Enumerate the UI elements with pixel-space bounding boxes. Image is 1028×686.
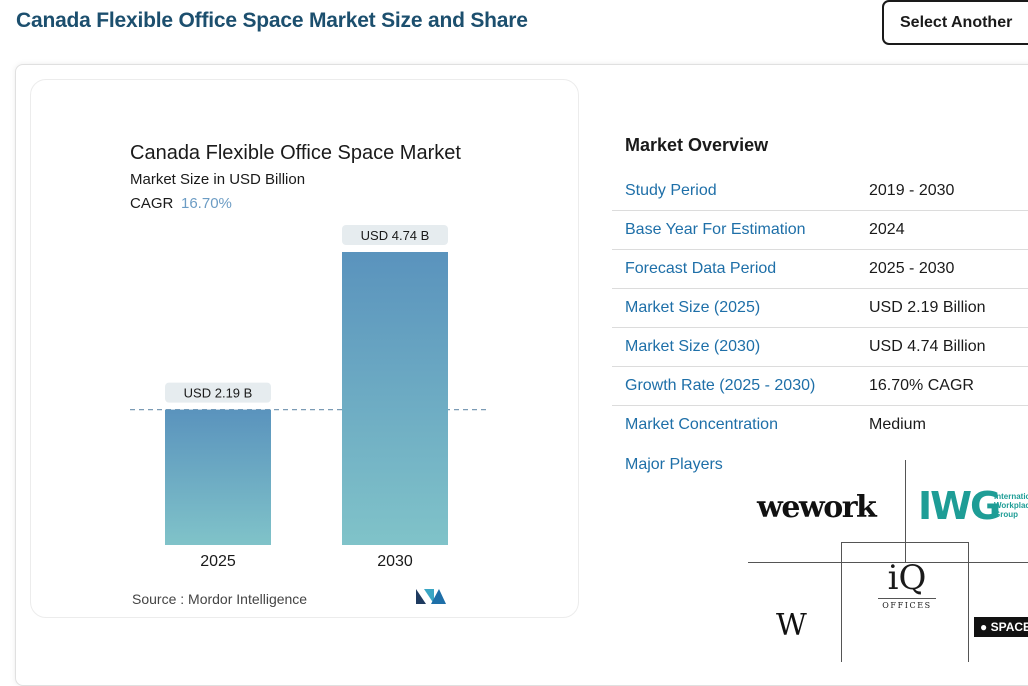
mordor-logo-shape xyxy=(416,589,426,604)
mordor-logo-icon xyxy=(416,589,446,604)
data-label: USD 2.19 B xyxy=(184,386,253,401)
major-players-label: Major Players xyxy=(625,456,723,473)
cagr-label: CAGR xyxy=(130,195,174,212)
chart-subtitle: Market Size in USD Billion xyxy=(130,171,305,188)
data-label-bg xyxy=(165,382,271,403)
cagr-value: 16.70% xyxy=(181,195,232,212)
chart-title: Canada Flexible Office Space Market xyxy=(130,142,461,164)
bar-2030 xyxy=(342,252,448,545)
overview-key[interactable]: Market Size (2030) xyxy=(625,338,761,355)
overview-row: Forecast Data Period 2025 - 2030 xyxy=(612,250,1028,289)
mordor-logo-shape xyxy=(431,589,446,604)
overview-key[interactable]: Forecast Data Period xyxy=(625,260,777,277)
market-overview-title: Market Overview xyxy=(625,135,769,155)
chart-card: Canada Flexible Office Space Market Marke… xyxy=(30,79,579,618)
market-overview: Market Overview Study Period 2019 - 2030 B… xyxy=(612,124,1028,444)
overview-row: Growth Rate (2025 - 2030) 16.70% CAGR xyxy=(612,367,1028,406)
overview-row: Market Size (2030) USD 4.74 Billion xyxy=(612,328,1028,367)
overview-key[interactable]: Study Period xyxy=(625,182,717,199)
overview-key[interactable]: Growth Rate (2025 - 2030) xyxy=(625,377,816,394)
page-title: Canada Flexible Office Space Market Size… xyxy=(16,9,528,32)
overview-value: 2025 - 2030 xyxy=(869,260,955,277)
overview-row: Base Year For Estimation 2024 xyxy=(612,211,1028,250)
overview-row: Market Size (2025) USD 2.19 Billion xyxy=(612,289,1028,328)
mordor-logo-shape xyxy=(424,589,434,604)
overview-value: Medium xyxy=(869,416,926,433)
overview-value: 16.70% CAGR xyxy=(869,377,974,394)
data-label-bg xyxy=(342,225,448,245)
overview-value: USD 2.19 Billion xyxy=(869,299,986,316)
overview-key[interactable]: Base Year For Estimation xyxy=(625,221,806,238)
x-tick-label: 2025 xyxy=(200,553,236,570)
x-tick-label: 2030 xyxy=(377,553,413,570)
overview-key[interactable]: Market Size (2025) xyxy=(625,299,761,316)
overview-value: 2024 xyxy=(869,221,905,238)
bar-chart: Canada Flexible Office Space Market Marke… xyxy=(130,142,486,607)
chart-source: Source : Mordor Intelligence xyxy=(132,591,307,607)
overview-row: Market Concentration Medium xyxy=(612,406,1028,444)
select-another-button[interactable]: Select Another xyxy=(882,0,1028,45)
data-label: USD 4.74 B xyxy=(361,228,430,243)
bar-2025 xyxy=(165,409,271,545)
overview-value: 2019 - 2030 xyxy=(869,182,955,199)
overview-row: Study Period 2019 - 2030 xyxy=(612,172,1028,211)
overview-key[interactable]: Market Concentration xyxy=(625,416,778,433)
overview-value: USD 4.74 Billion xyxy=(869,338,986,355)
